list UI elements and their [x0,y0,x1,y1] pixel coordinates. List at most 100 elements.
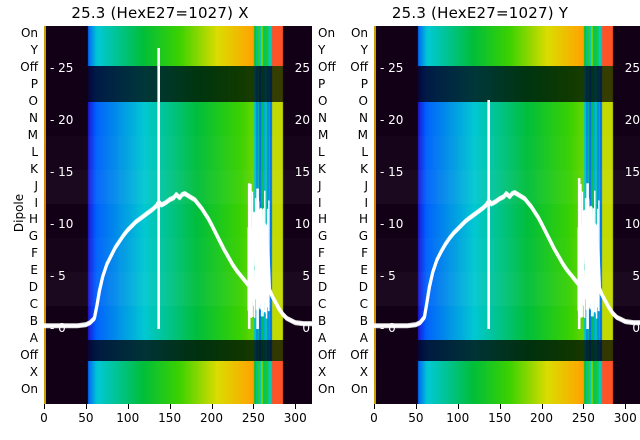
category-label-y: Y [360,42,368,57]
category-label-i: I [34,195,38,210]
x-tick-mark [457,404,459,409]
x-tick-mark [583,404,585,409]
heatmap-texture-row [44,102,312,136]
category-label-off: Off [318,348,336,363]
inner-y-tick-left: - 10 [50,216,74,231]
x-tick-label: 100 [116,411,140,425]
heatmap-band [44,360,312,404]
category-label-off: Off [350,59,368,74]
category-label-g: G [358,229,368,244]
heatmap-texture-row [44,136,312,170]
category-label-l: L [318,144,325,159]
category-label-e: E [30,263,38,278]
category-label-d: D [318,280,328,295]
category-label-b: B [29,314,38,329]
panel-y-title: 25.3 (HexE27=1027) Y [391,4,569,22]
category-label-f: F [31,246,38,261]
inner-y-tick-right: 20 [294,112,310,127]
category-label-h: H [318,212,328,227]
category-label-m: M [27,127,38,142]
category-label-g: G [28,229,38,244]
category-label-x: X [29,365,38,380]
x-tick-label: 300 [283,411,307,425]
x-tick-label: 150 [158,411,182,425]
category-label-g: G [318,229,328,244]
heatmap-band [44,65,312,102]
category-label-x: X [318,365,327,380]
inner-y-tick-right: 20 [624,112,640,127]
inner-y-tick-left: - 5 [380,268,396,283]
heatmap-texture-row [374,306,640,340]
inner-y-tick-left: - 20 [50,112,74,127]
heatmap-texture-row [374,102,640,136]
panel-x-title: 25.3 (HexE27=1027) X [71,4,249,22]
heatmap-band [44,26,312,66]
category-label-i: I [364,195,368,210]
x-tick-label: 0 [40,411,48,425]
heatmap-image-y [374,26,640,404]
x-tick-mark [127,404,129,409]
y-axis-caption-x: Dipole [12,193,27,233]
x-axis-y: 0 50 100 150 200 250 300 [370,404,640,438]
inner-y-tick-right: 25 [294,60,310,75]
heatmap-band [44,339,312,361]
category-label-o: O [358,93,368,108]
inner-y-tick-left: - 25 [50,60,74,75]
category-label-on: On [350,382,368,396]
category-label-y: Y [318,42,326,57]
plot-edge-line [44,26,46,404]
heatmap-texture-row [44,271,312,306]
heatmap-texture-row [374,169,640,204]
category-label-i: I [318,195,322,210]
category-label-off: Off [350,348,368,363]
x-axis-x: 0 50 100 150 200 250 300 [40,404,312,438]
heatmap-band [374,339,640,361]
x-tick-label: 150 [488,411,512,425]
category-label-x: X [359,365,368,380]
inner-y-tick-right: 0 [302,321,310,335]
inner-y-tick-right: 15 [624,164,640,179]
inner-y-tick-left: - 15 [50,164,74,179]
inner-y-tick-right: 5 [302,268,310,283]
category-label-n: N [359,110,368,125]
category-label-k: K [360,161,368,176]
category-label-on: On [20,26,38,40]
x-tick-label: 250 [571,411,595,425]
plot-edge-line [374,26,376,404]
x-tick-label: 200 [200,411,223,425]
x-tick-mark [85,404,87,409]
category-label-b: B [318,314,327,329]
inner-y-tick-left: - 5 [50,268,66,283]
heatmap-texture-row [44,306,312,340]
category-label-o: O [28,93,38,108]
category-label-off: Off [20,348,38,363]
heatmap-plot-x[interactable]: - 25 25 - 20 20 - 15 15 - 10 10 - 5 5 - 0 0 [44,26,312,404]
heatmap-texture-row [374,204,640,238]
heatmap-texture-row [44,204,312,238]
category-label-c: C [29,297,38,312]
x-tick-label: 0 [370,411,378,425]
category-label-m: M [357,127,368,142]
category-label-p: P [360,76,368,91]
heatmap-image-x [44,26,312,404]
category-label-h: H [28,212,38,227]
category-label-on: On [350,26,368,40]
category-label-o: O [318,93,328,108]
x-tick-label: 250 [241,411,265,425]
heatmap-texture-row [374,271,640,306]
heatmap-plot-y[interactable]: - 25 25 - 20 20 - 15 15 - 10 10 - 5 5 - 0 0 [374,26,640,404]
category-label-d: D [28,280,38,295]
category-label-off: Off [318,59,336,74]
category-label-j: J [364,178,368,193]
category-label-p: P [30,76,38,91]
inner-y-tick-right: 10 [624,216,640,231]
y-axis-labels-left-y: On Y Off P O N M L K J I H G F E D C B A Off X On [346,26,372,404]
x-tick-mark [253,404,255,409]
inner-y-tick-left: - 20 [380,112,404,127]
category-label-l: L [31,144,38,159]
heatmap-band [374,26,640,66]
inner-y-tick-left: - 10 [380,216,404,231]
category-label-a: A [29,331,38,346]
category-label-a: A [318,331,327,346]
